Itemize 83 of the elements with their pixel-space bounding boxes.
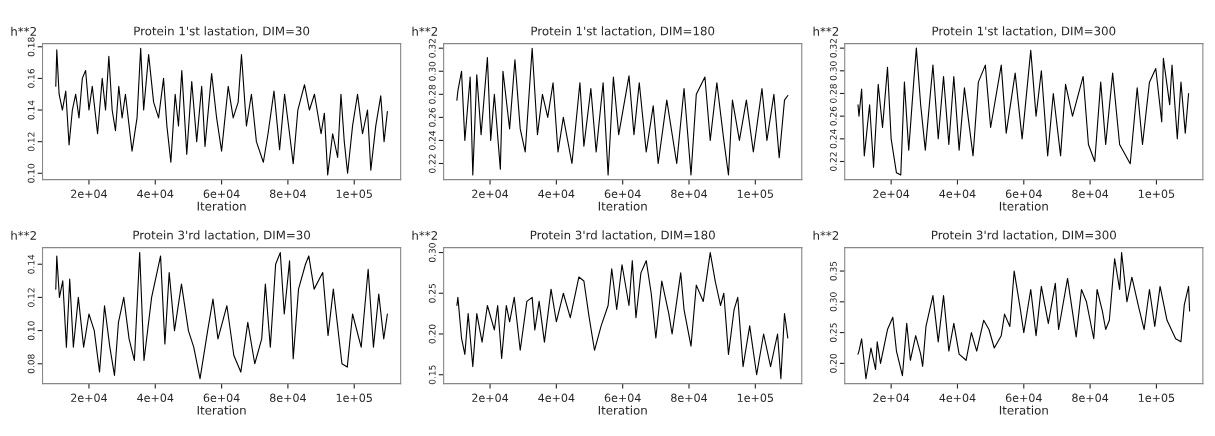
y-tick-label: 0.30	[829, 292, 837, 312]
line-series	[857, 252, 1191, 380]
x-tick-label: 1e+05	[336, 189, 372, 198]
x-tick-label: 6e+04	[604, 393, 641, 402]
x-axis-title: Iteration	[197, 201, 246, 211]
x-tick-label: 8e+04	[269, 189, 306, 198]
chart-title: Protein 3'rd lactation, DIM=30	[133, 230, 311, 241]
x-axis-title: Iteration	[197, 405, 246, 415]
y-tick-label: 0.14	[27, 100, 35, 120]
y-axis-title: h**2	[412, 230, 438, 240]
y-tick-label: 0.30	[428, 61, 436, 81]
x-tick-label: 1e+05	[737, 189, 774, 198]
x-axis-title: Iteration	[999, 405, 1048, 415]
x-tick-label: 4e+04	[939, 393, 976, 402]
chart-title: Protein 3'rd lactation, DIM=180	[530, 230, 715, 241]
x-tick-label: 2e+04	[873, 189, 910, 198]
y-tick-label: 0.32	[829, 38, 837, 58]
x-tick-label: 6e+04	[1005, 393, 1042, 402]
y-tick-label: 0.25	[428, 284, 436, 303]
y-tick-label: 0.24	[829, 129, 837, 149]
y-tick-label: 0.10	[27, 163, 35, 183]
y-tick-label: 0.30	[428, 243, 436, 262]
x-tick-label: 2e+04	[873, 393, 910, 402]
chart-title: Protein 1'st lactation, DIM=300	[932, 26, 1116, 37]
y-axis-title: h**2	[813, 26, 839, 36]
y-tick-label: 0.22	[428, 154, 436, 173]
x-tick-label: 6e+04	[203, 393, 240, 402]
x-tick-label: 4e+04	[137, 393, 174, 402]
x-tick-label: 6e+04	[203, 189, 240, 198]
x-tick-label: 2e+04	[472, 393, 509, 402]
y-tick-label: 0.08	[27, 354, 35, 374]
y-tick-label: 0.35	[829, 261, 837, 281]
y-tick-label: 0.30	[829, 61, 837, 81]
line-series	[456, 251, 789, 380]
y-tick-label: 0.20	[829, 353, 837, 373]
x-tick-label: 4e+04	[137, 189, 174, 198]
y-tick-label: 0.25	[829, 323, 837, 343]
x-tick-label: 2e+04	[71, 189, 107, 198]
y-tick-label: 0.28	[829, 84, 837, 103]
y-tick-label: 0.32	[428, 39, 436, 58]
y-tick-label: 0.26	[829, 106, 837, 126]
y-axis-title: h**2	[11, 230, 36, 240]
x-axis-title: Iteration	[598, 201, 647, 211]
y-tick-label: 0.15	[428, 365, 436, 385]
y-tick-label: 0.24	[428, 130, 436, 150]
x-tick-label: 1e+05	[1138, 189, 1175, 198]
y-tick-label: 0.18	[27, 37, 35, 57]
y-axis-title: h**2	[813, 230, 839, 240]
chart-title: Protein 1'st lactation, DIM=180	[531, 26, 715, 37]
line-series	[55, 252, 388, 380]
y-tick-label: 0.20	[428, 324, 436, 344]
y-tick-label: 0.22	[829, 152, 837, 171]
x-tick-label: 8e+04	[671, 189, 708, 198]
y-tick-label: 0.16	[27, 68, 35, 88]
x-tick-label: 8e+04	[1072, 189, 1109, 198]
x-tick-label: 2e+04	[472, 189, 509, 198]
x-tick-label: 4e+04	[939, 189, 976, 198]
x-tick-label: 4e+04	[538, 189, 575, 198]
x-tick-label: 2e+04	[71, 393, 107, 402]
x-tick-label: 8e+04	[671, 393, 708, 402]
y-tick-label: 0.14	[27, 254, 35, 274]
y-tick-label: 0.10	[27, 321, 35, 341]
line-series	[857, 47, 1190, 176]
x-axis-title: Iteration	[999, 201, 1048, 211]
x-tick-label: 1e+05	[1138, 393, 1175, 402]
x-tick-label: 1e+05	[336, 393, 372, 402]
line-series	[55, 47, 388, 176]
y-axis-title: h**2	[11, 26, 36, 36]
x-tick-label: 8e+04	[269, 393, 306, 402]
x-tick-label: 1e+05	[737, 393, 774, 402]
y-tick-label: 0.12	[27, 288, 35, 307]
line-series	[456, 47, 789, 176]
chart-title: Protein 1'st lastation, DIM=30	[134, 26, 310, 37]
x-tick-label: 6e+04	[604, 189, 641, 198]
y-axis-title: h**2	[412, 26, 438, 36]
y-tick-label: 0.12	[27, 132, 35, 152]
x-axis-title: Iteration	[598, 405, 647, 415]
y-tick-label: 0.28	[428, 84, 436, 104]
y-tick-label: 0.26	[428, 107, 436, 127]
x-tick-label: 4e+04	[538, 393, 575, 402]
x-tick-label: 6e+04	[1005, 189, 1042, 198]
chart-title: Protein 3'rd lactation, DIM=300	[931, 230, 1116, 241]
x-tick-label: 8e+04	[1072, 393, 1109, 402]
